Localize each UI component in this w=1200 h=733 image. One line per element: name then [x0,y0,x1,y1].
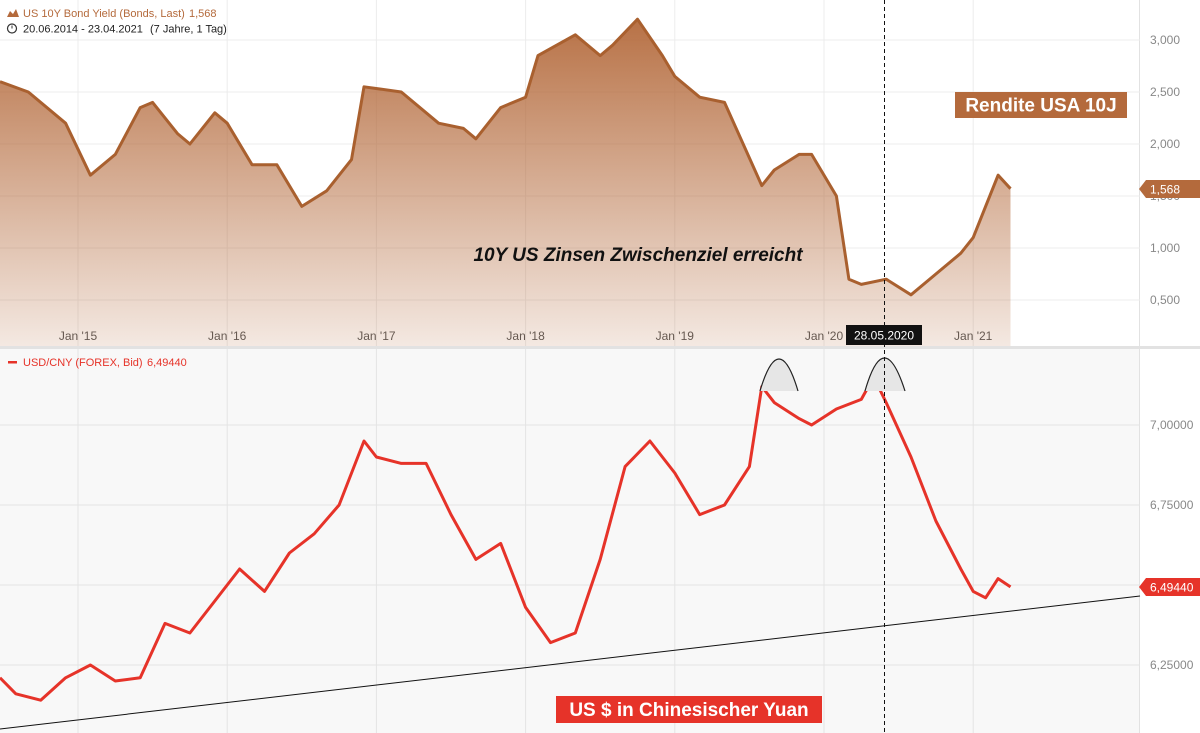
bond-area [0,19,1011,346]
upper-header: US 10Y Bond Yield (Bonds, Last) 1,568 20… [6,8,227,36]
bond-last-value: 1,568 [189,8,217,20]
bond-last-badge: 1,568 [1139,180,1200,198]
bond-label-text: Rendite USA 10J [965,96,1116,117]
fx-y-tick: 6,75000 [1150,498,1194,512]
fx-last-badge-text: 6,49440 [1150,581,1194,595]
fx-y-tick: 7,00000 [1150,418,1194,432]
bond-last-badge-text: 1,568 [1150,183,1180,197]
bond-y-tick: 2,500 [1150,85,1180,99]
fx-label-box [556,696,822,723]
fx-last-badge: 6,49440 [1139,578,1200,596]
bond-label-box [955,92,1127,118]
trend-line [0,595,1141,730]
bond-y-tick: 1,000 [1150,241,1180,255]
bond-y-tick: 2,000 [1150,137,1180,151]
fx-label-text: US $ in Chinesischer Yuan [569,700,808,721]
crosshair-date: 28.05.2020 [854,329,914,343]
bond-y-tick: 3,000 [1150,33,1180,47]
fx-y-tick: 6,25000 [1150,658,1194,672]
line-legend-icon [8,361,17,364]
clock-icon [6,23,18,34]
period-note: (7 Jahre, 1 Tag) [150,24,227,36]
peak-marker-2019 [759,358,799,392]
lower-panel-bg [0,349,1140,733]
crosshair-date-box [846,325,922,345]
fx-series-name: USD/CNY (FOREX, Bid) [23,357,143,369]
fx-last-value: 6,49440 [147,357,187,369]
bond-y-tick: 0,500 [1150,293,1180,307]
lower-header: USD/CNY (FOREX, Bid) 6,49440 [8,357,187,369]
bond-annotation: 10Y US Zinsen Zwischenziel erreicht [473,245,803,266]
bond-series-name: US 10Y Bond Yield (Bonds, Last) [23,8,185,20]
period-range: 20.06.2014 - 23.04.2021 [23,24,143,36]
area-chart-icon [7,9,19,17]
bond-series [0,17,1012,346]
